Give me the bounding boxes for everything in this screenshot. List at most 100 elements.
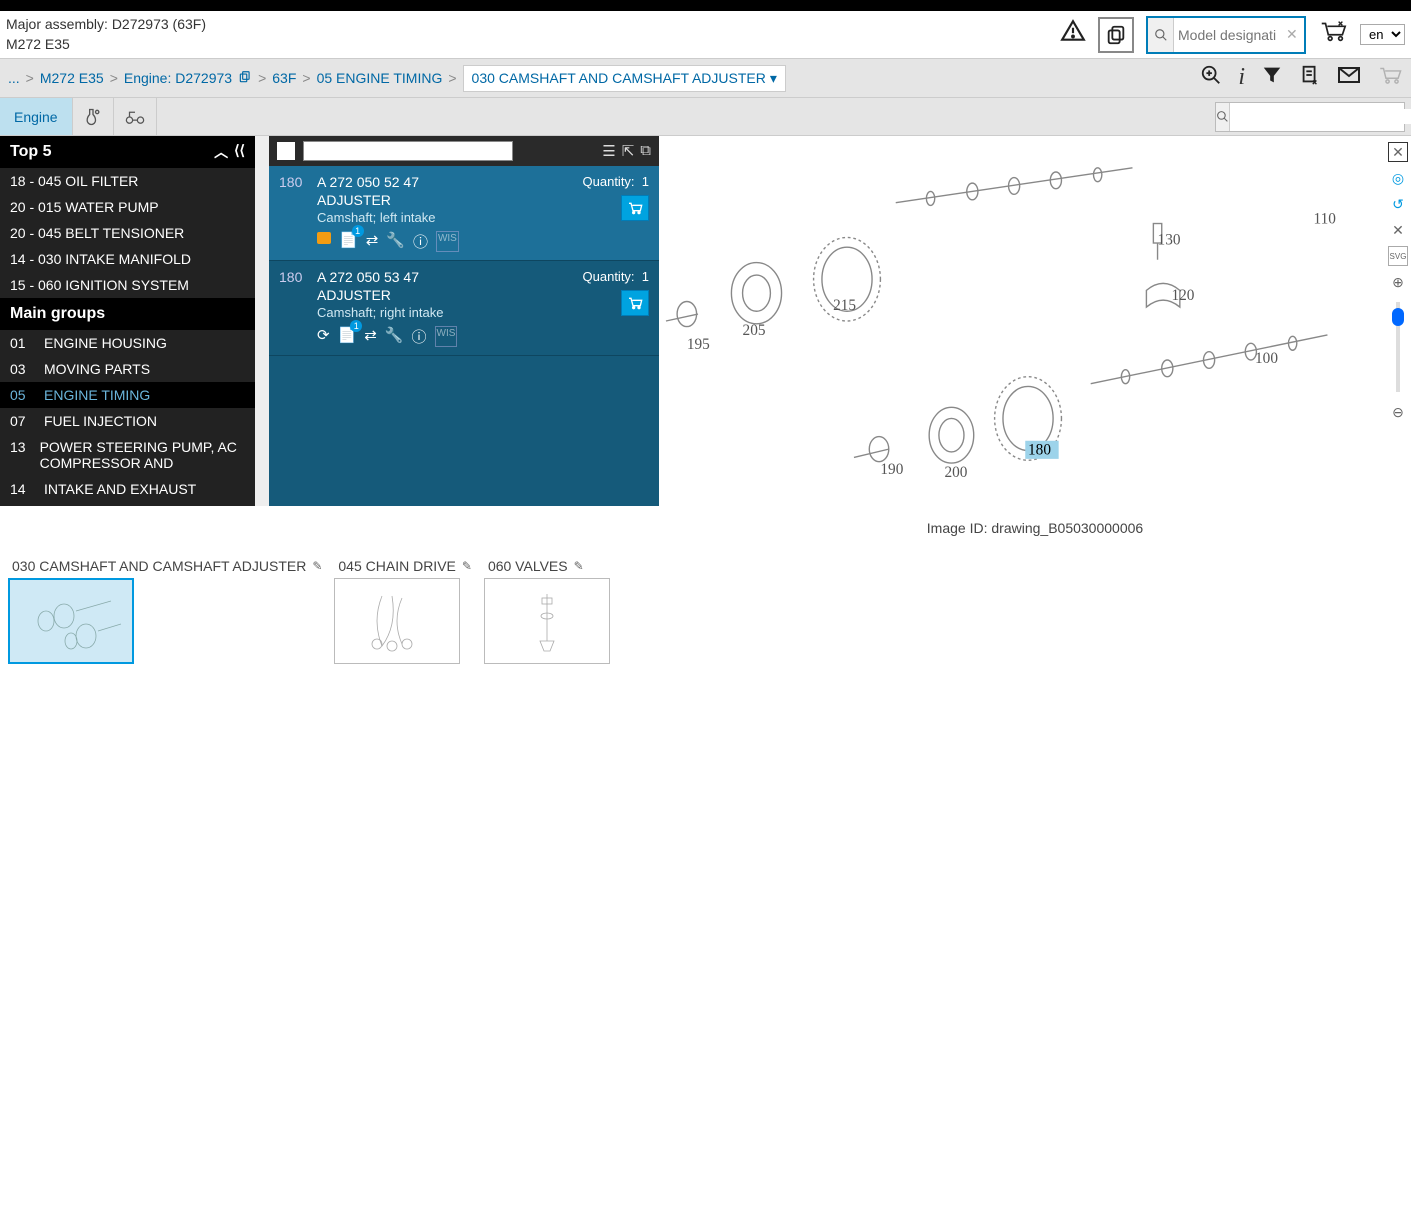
breadcrumb-ellipsis[interactable]: ... (8, 70, 20, 86)
group-row[interactable]: 05ENGINE TIMING (0, 382, 255, 408)
key-icon[interactable]: 🔧 (385, 326, 404, 347)
info-icon[interactable]: ⓘ (412, 326, 427, 347)
group-num: 03 (10, 361, 30, 377)
diagram-callout[interactable]: 190 (880, 461, 903, 478)
group-name: ENGINE TIMING (44, 387, 150, 403)
breadcrumb-item-0[interactable]: M272 E35 (40, 70, 104, 86)
mail-icon[interactable] (1337, 64, 1361, 92)
parts-filter-input[interactable] (303, 141, 513, 161)
top5-item[interactable]: 14 - 030 INTAKE MANIFOLD (0, 246, 255, 272)
note-icon[interactable] (317, 231, 331, 252)
search-icon[interactable] (1148, 18, 1174, 52)
history-icon[interactable]: ↺ (1388, 194, 1408, 214)
major-assembly-label: Major assembly: (6, 16, 108, 32)
group-row[interactable]: 03MOVING PARTS (0, 356, 255, 382)
list-icon[interactable]: ☰ (602, 142, 615, 160)
tab-fluids-icon[interactable] (73, 98, 114, 135)
clear-icon[interactable]: ✕ (1286, 26, 1304, 43)
edit-icon[interactable]: ✎ (574, 559, 584, 573)
group-row[interactable]: 13POWER STEERING PUMP, AC COMPRESSOR AND (0, 434, 255, 476)
thumb-box[interactable] (8, 578, 134, 664)
document-icon[interactable] (1299, 64, 1321, 92)
svg-icon[interactable]: SVG (1388, 246, 1408, 266)
breadcrumb-item-2[interactable]: 63F (272, 70, 296, 86)
search-icon[interactable] (1216, 103, 1230, 131)
breadcrumb-bar: ... > M272 E35 > Engine: D272973 > 63F >… (0, 58, 1411, 98)
edit-icon[interactable]: ✎ (462, 559, 472, 573)
top5-item[interactable]: 20 - 045 BELT TENSIONER (0, 220, 255, 246)
add-to-cart-button[interactable] (621, 290, 649, 316)
edit-icon[interactable]: ✎ (312, 559, 322, 573)
group-row[interactable]: 07FUEL INJECTION (0, 408, 255, 434)
refresh-icon[interactable]: ⟳ (317, 326, 330, 347)
breadcrumb-sep: > (448, 70, 456, 86)
diagram-callout[interactable]: 215 (833, 297, 856, 314)
top5-item[interactable]: 20 - 015 WATER PUMP (0, 194, 255, 220)
qty-label: Quantity: 1 (579, 174, 649, 189)
tab-chassis-icon[interactable] (114, 98, 157, 135)
tab-search-input[interactable] (1230, 109, 1411, 124)
expand-icon[interactable]: ⧉ (640, 142, 651, 160)
diagram-callout[interactable]: 110 (1314, 211, 1337, 228)
breadcrumb-actions: i (1200, 64, 1403, 92)
parts-toolbar: ☰ ⇱ ⧉ (269, 136, 659, 166)
tab-engine[interactable]: Engine (0, 98, 73, 135)
diagram-callout[interactable]: 180 (1028, 442, 1051, 459)
exploded-diagram: 110 130 120 195 205 215 100 180 200 190 (659, 136, 1411, 506)
top5-item[interactable]: 15 - 060 IGNITION SYSTEM (0, 272, 255, 298)
thumb-box[interactable] (334, 578, 460, 664)
group-row[interactable]: 01ENGINE HOUSING (0, 330, 255, 356)
target-icon[interactable]: ◎ (1388, 168, 1408, 188)
copy-small-icon[interactable] (238, 70, 252, 87)
filter-icon[interactable] (1261, 64, 1283, 92)
top5-item[interactable]: 18 - 045 OIL FILTER (0, 168, 255, 194)
zoom-in-icon[interactable] (1200, 64, 1222, 92)
group-row[interactable]: 14INTAKE AND EXHAUST (0, 476, 255, 502)
breadcrumb: ... > M272 E35 > Engine: D272973 > 63F >… (8, 65, 1192, 92)
header-icons: ✕ en (1060, 16, 1405, 54)
group-num: 13 (10, 439, 26, 471)
swap-icon[interactable]: ⇄ (364, 326, 377, 347)
diagram-callout[interactable]: 100 (1255, 350, 1278, 367)
part-card[interactable]: 180 A 272 050 52 47 ADJUSTER Camshaft; l… (269, 166, 659, 261)
diagram-area[interactable]: 110 130 120 195 205 215 100 180 200 190 ✕ ◎ ↺ ✕ S… (659, 136, 1411, 506)
wis-icon[interactable]: WIS (436, 231, 459, 252)
thumb-box[interactable] (484, 578, 610, 664)
key-icon[interactable]: 🔧 (386, 231, 405, 252)
cart-icon[interactable] (1318, 18, 1348, 51)
chevron-up-icon[interactable]: ︿ (214, 142, 228, 162)
part-card[interactable]: 180 A 272 050 53 47 ADJUSTER Camshaft; r… (269, 261, 659, 356)
sidebar-scrollbar[interactable] (255, 136, 269, 506)
doc-icon[interactable]: 📄1 (339, 231, 358, 252)
diagram-callout[interactable]: 120 (1171, 287, 1194, 304)
info-icon[interactable]: ⓘ (413, 231, 428, 252)
close-diagram-icon[interactable]: ✕ (1388, 142, 1408, 162)
breadcrumb-item-3[interactable]: 05 ENGINE TIMING (317, 70, 443, 86)
thumb-title: 045 CHAIN DRIVE ✎ (334, 556, 476, 576)
collapse-icon[interactable]: ⟨⟨ (234, 142, 245, 162)
info-icon[interactable]: i (1238, 64, 1245, 92)
diagram-callout[interactable]: 205 (743, 322, 766, 339)
tab-search-box: ✕ (1215, 102, 1405, 132)
crosshair-icon[interactable]: ✕ (1388, 220, 1408, 240)
zoom-slider-thumb[interactable] (1392, 308, 1404, 326)
diagram-callout[interactable]: 130 (1158, 232, 1181, 249)
language-select[interactable]: en (1360, 24, 1405, 45)
zoom-in-icon[interactable]: ⊕ (1388, 272, 1408, 292)
swap-icon[interactable]: ⇄ (366, 231, 379, 252)
wis-icon[interactable]: WIS (435, 326, 458, 347)
diagram-callout[interactable]: 200 (944, 464, 967, 481)
thumb-group: 045 CHAIN DRIVE ✎ (334, 556, 476, 664)
zoom-out-icon[interactable]: ⊖ (1388, 402, 1408, 422)
select-all-checkbox[interactable] (277, 142, 295, 160)
warning-icon[interactable] (1060, 18, 1086, 51)
add-to-cart-button[interactable] (621, 195, 649, 221)
external-icon[interactable]: ⇱ (622, 142, 635, 160)
diagram-callout[interactable]: 195 (687, 336, 710, 353)
breadcrumb-dropdown[interactable]: 030 CAMSHAFT AND CAMSHAFT ADJUSTER ▾ (463, 65, 786, 92)
zoom-slider[interactable] (1396, 302, 1400, 392)
copy-icon[interactable] (1098, 17, 1134, 53)
model-search-input[interactable] (1174, 27, 1286, 43)
breadcrumb-item-1[interactable]: Engine: D272973 (124, 70, 232, 86)
doc-icon[interactable]: 📄1 (338, 326, 357, 347)
